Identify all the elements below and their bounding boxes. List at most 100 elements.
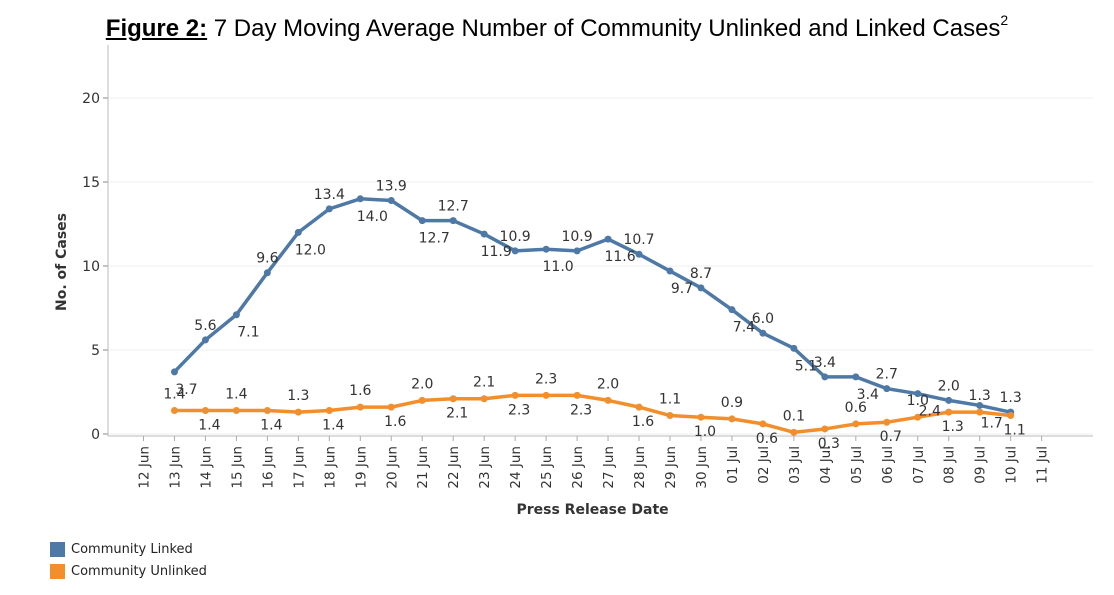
y-tick-label: 0 (91, 427, 100, 443)
data-point-unlinked (666, 412, 674, 420)
x-tick-label: 13 Jun (167, 446, 183, 489)
series-line-linked (173, 197, 1012, 414)
data-point-linked (604, 235, 612, 243)
data-label-unlinked: 1.1 (659, 392, 681, 408)
data-label-linked: 1.7 (981, 415, 1003, 431)
data-label-unlinked: 0.3 (818, 436, 840, 452)
data-label-linked: 2.4 (919, 404, 941, 420)
data-point-unlinked (790, 428, 798, 436)
legend-item-unlinked: Community Unlinked (50, 560, 207, 582)
data-point-unlinked (201, 406, 209, 414)
x-tick-label: 03 Jul (787, 446, 803, 484)
data-point-unlinked (480, 395, 488, 403)
data-label-unlinked: 0.7 (880, 429, 902, 445)
data-label-unlinked: 2.1 (446, 406, 468, 422)
x-tick-label: 05 Jul (849, 446, 865, 484)
data-point-linked (356, 195, 364, 203)
data-label-unlinked: 1.0 (694, 424, 716, 440)
data-label-unlinked: 1.4 (322, 417, 344, 433)
data-point-unlinked (945, 408, 953, 416)
data-label-linked: 8.7 (690, 266, 712, 282)
x-tick-label: 28 Jun (632, 446, 648, 489)
data-label-unlinked: 1.6 (349, 383, 371, 399)
x-tick-label: 25 Jun (539, 446, 555, 489)
y-tick-label: 20 (82, 91, 100, 107)
data-point-unlinked (635, 403, 643, 411)
data-point-linked (852, 373, 860, 381)
data-label-unlinked: 1.4 (260, 417, 282, 433)
data-label-unlinked: 1.4 (198, 417, 220, 433)
data-label-unlinked: 1.3 (287, 388, 309, 404)
data-label-linked: 2.0 (938, 378, 960, 394)
x-tick-label: 01 Jul (725, 446, 741, 484)
x-tick-label: 23 Jun (477, 446, 493, 489)
data-label-unlinked: 1.3 (969, 388, 991, 404)
data-point-unlinked (387, 403, 395, 411)
data-label-linked: 2.7 (876, 367, 898, 383)
x-tick-label: 14 Jun (198, 446, 214, 489)
data-point-unlinked (1007, 412, 1015, 420)
legend-label-unlinked: Community Unlinked (71, 563, 207, 579)
x-axis-title: Press Release Date (516, 502, 668, 518)
x-tick-label: 22 Jun (446, 446, 462, 489)
x-tick-label: 18 Jun (322, 446, 338, 489)
data-label-unlinked: 2.3 (570, 402, 592, 418)
data-point-unlinked (325, 406, 333, 414)
y-axis-title: No. of Cases (54, 213, 70, 311)
data-point-linked (635, 250, 643, 258)
data-point-unlinked (232, 406, 240, 414)
x-tick-label: 20 Jun (384, 446, 400, 489)
data-point-unlinked (976, 408, 984, 416)
x-tick-label: 19 Jun (353, 446, 369, 489)
x-tick-label: 26 Jun (570, 446, 586, 489)
x-tick-label: 11 Jul (1035, 446, 1051, 484)
data-label-linked: 3.4 (857, 387, 879, 403)
title-footnote: 2 (1000, 12, 1009, 28)
data-point-unlinked (883, 418, 891, 426)
data-label-unlinked: 0.1 (783, 408, 805, 424)
data-label-unlinked: 2.0 (597, 376, 619, 392)
data-point-linked (294, 228, 302, 236)
data-point-linked (573, 247, 581, 255)
data-label-unlinked: 0.6 (756, 431, 778, 447)
data-point-unlinked (914, 413, 922, 421)
data-label-linked: 11.9 (481, 244, 512, 260)
x-tick-label: 30 Jun (694, 446, 710, 489)
data-label-linked: 12.7 (438, 199, 469, 215)
title-text: 7 Day Moving Average Number of Community… (207, 15, 1001, 42)
data-label-linked: 6.0 (752, 311, 774, 327)
chart-title: Figure 2: 7 Day Moving Average Number of… (0, 12, 1114, 43)
line-chart: 0 5 10 15 20 12 Jun 13 Jun 14 Jun 15 Jun 16 Jun 17… (54, 45, 1093, 518)
data-point-linked (511, 247, 519, 255)
x-tick-label: 12 Jun (137, 446, 153, 489)
data-point-linked (945, 396, 953, 404)
data-label-linked: 11.0 (543, 259, 574, 275)
data-point-linked (170, 368, 178, 376)
data-label-linked: 5.1 (795, 358, 817, 374)
data-label-linked: 10.9 (561, 229, 592, 245)
legend-swatch-linked (50, 541, 65, 557)
x-tick-label: 09 Jul (973, 446, 989, 484)
data-point-unlinked (511, 391, 519, 399)
data-label-linked: 3.4 (814, 355, 836, 371)
legend-item-linked: Community Linked (50, 538, 207, 560)
data-label-unlinked: 1.4 (225, 386, 247, 402)
data-label-linked: 12.0 (295, 242, 326, 258)
x-tick-label: 07 Jul (911, 446, 927, 484)
x-tick-label: 27 Jun (601, 446, 617, 489)
data-point-unlinked (418, 396, 426, 404)
data-label-linked: 9.6 (256, 251, 278, 267)
data-point-unlinked (573, 391, 581, 399)
data-label-unlinked: 1.6 (632, 414, 654, 430)
legend: Community Linked Community Unlinked (50, 538, 207, 582)
data-point-linked (542, 245, 550, 253)
data-point-linked (666, 267, 674, 275)
data-point-unlinked (356, 403, 364, 411)
data-label-unlinked: 1.6 (384, 414, 406, 430)
data-point-unlinked (542, 391, 550, 399)
y-tick-label: 10 (82, 259, 100, 275)
data-point-unlinked (697, 413, 705, 421)
data-point-linked (480, 230, 488, 238)
data-label-unlinked: 2.3 (508, 402, 530, 418)
x-tick-label: 17 Jun (291, 446, 307, 489)
